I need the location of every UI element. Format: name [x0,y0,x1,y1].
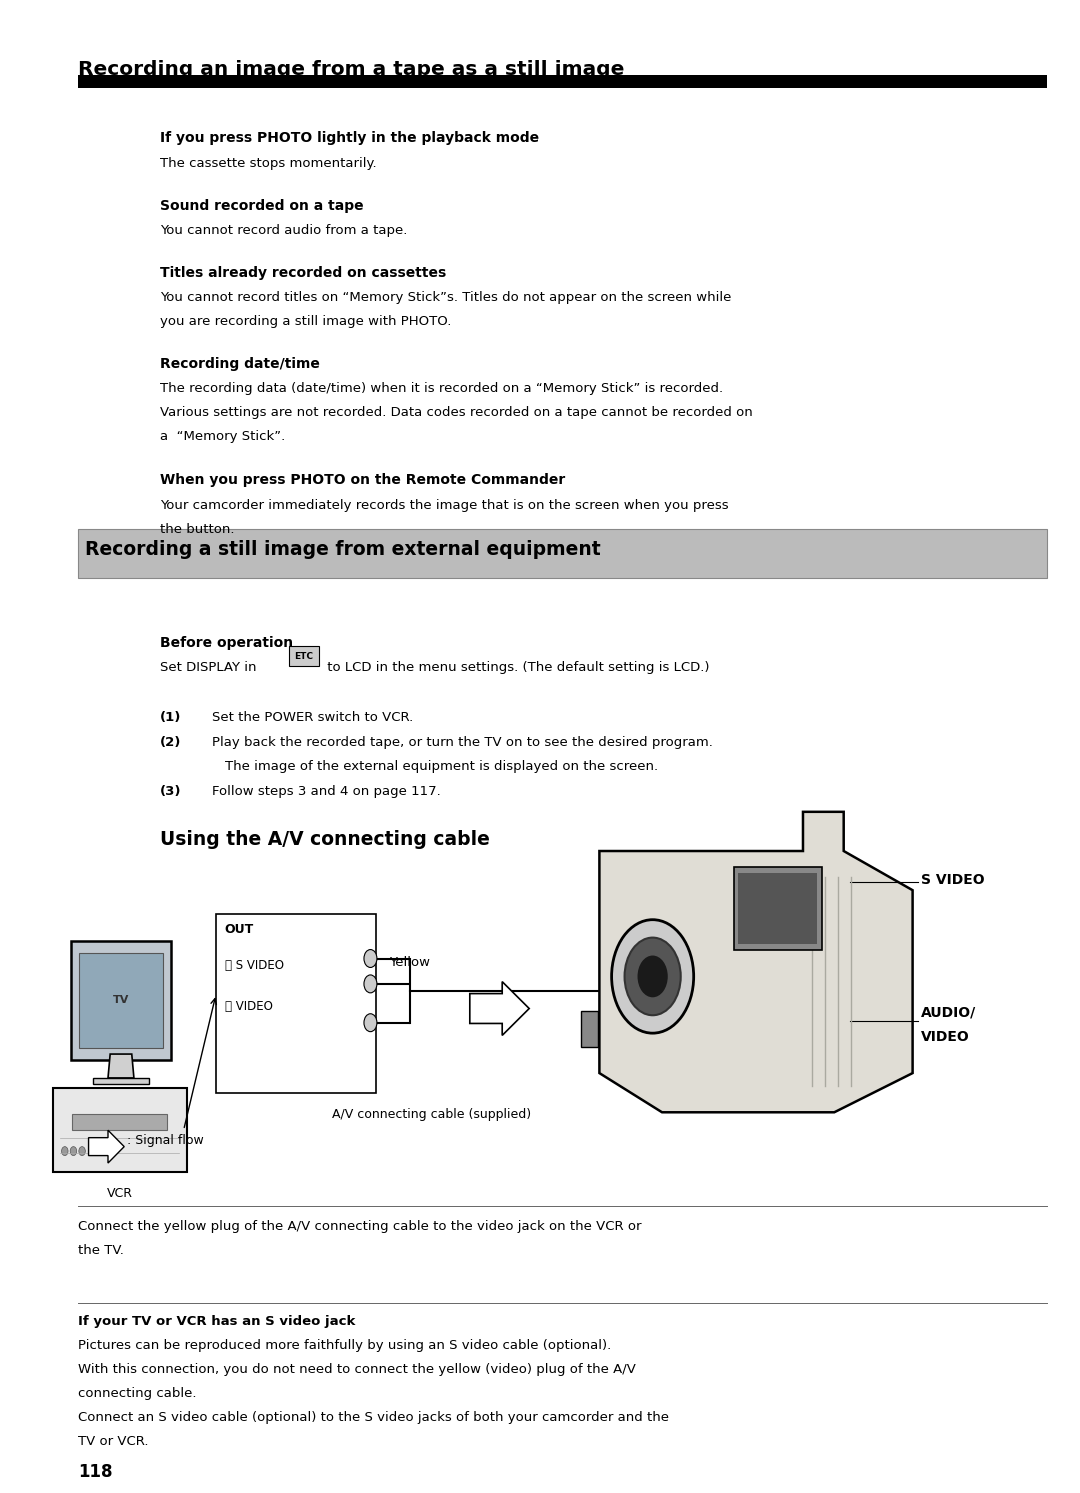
Text: the button.: the button. [160,523,234,536]
Text: Sound recorded on a tape: Sound recorded on a tape [160,199,364,212]
Circle shape [364,1014,377,1032]
Text: The cassette stops momentarily.: The cassette stops momentarily. [160,157,377,170]
Text: Titles already recorded on cassettes: Titles already recorded on cassettes [160,266,446,279]
Text: the TV.: the TV. [78,1244,123,1257]
Text: S VIDEO: S VIDEO [921,873,985,887]
Text: Recording a still image from external equipment: Recording a still image from external eq… [85,540,600,560]
Text: Set DISPLAY in: Set DISPLAY in [160,661,260,675]
FancyBboxPatch shape [53,1088,187,1172]
Text: Connect an S video cable (optional) to the S video jacks of both your camcorder : Connect an S video cable (optional) to t… [78,1411,669,1424]
FancyBboxPatch shape [71,941,171,1060]
Text: ETC: ETC [295,652,313,661]
Bar [78,529,1047,578]
Polygon shape [470,982,529,1036]
Circle shape [624,938,680,1015]
Text: When you press PHOTO on the Remote Commander: When you press PHOTO on the Remote Comma… [160,473,565,487]
Polygon shape [93,1078,149,1084]
FancyBboxPatch shape [80,953,163,1048]
Polygon shape [89,1130,124,1163]
Text: You cannot record audio from a tape.: You cannot record audio from a tape. [160,224,407,237]
Circle shape [70,1147,77,1156]
Circle shape [62,1147,68,1156]
Text: OUT: OUT [225,923,254,936]
Bar [78,75,1047,88]
Bar [739,872,818,945]
Text: Ⓢ S VIDEO: Ⓢ S VIDEO [225,959,284,972]
Text: Your camcorder immediately records the image that is on the screen when you pres: Your camcorder immediately records the i… [160,499,729,512]
Text: a  “Memory Stick”.: a “Memory Stick”. [160,430,285,443]
Text: A/V connecting cable (supplied): A/V connecting cable (supplied) [333,1108,531,1121]
Bar [72,1114,167,1130]
Circle shape [364,975,377,993]
Text: to LCD in the menu settings. (The default setting is LCD.): to LCD in the menu settings. (The defaul… [323,661,710,675]
Text: Play back the recorded tape, or turn the TV on to see the desired program.: Play back the recorded tape, or turn the… [212,736,713,749]
Text: 118: 118 [78,1463,112,1481]
Text: Ⓗ VIDEO: Ⓗ VIDEO [225,1000,272,1014]
Text: : Signal flow: : Signal flow [127,1135,204,1147]
Text: (3): (3) [160,785,181,799]
Text: (1): (1) [160,711,181,724]
Text: Follow steps 3 and 4 on page 117.: Follow steps 3 and 4 on page 117. [212,785,441,799]
Circle shape [79,1147,85,1156]
Text: With this connection, you do not need to connect the yellow (video) plug of the : With this connection, you do not need to… [78,1363,636,1377]
Text: Connect the yellow plug of the A/V connecting cable to the video jack on the VCR: Connect the yellow plug of the A/V conne… [78,1220,642,1233]
Circle shape [637,956,667,997]
Text: AUDIO/: AUDIO/ [921,1006,976,1020]
Text: Various settings are not recorded. Data codes recorded on a tape cannot be recor: Various settings are not recorded. Data … [160,406,753,420]
Bar [581,1011,598,1047]
Bar [216,914,376,1093]
Text: The recording data (date/time) when it is recorded on a “Memory Stick” is record: The recording data (date/time) when it i… [160,382,723,396]
Text: Recording date/time: Recording date/time [160,357,320,370]
Text: Before operation: Before operation [160,636,293,649]
Polygon shape [108,1054,134,1078]
Text: If your TV or VCR has an S video jack: If your TV or VCR has an S video jack [78,1315,355,1329]
Polygon shape [599,812,913,1112]
Text: VIDEO: VIDEO [921,1030,970,1044]
Text: TV or VCR.: TV or VCR. [78,1435,148,1448]
Text: TV: TV [112,996,130,1005]
Text: Recording an image from a tape as a still image: Recording an image from a tape as a stil… [78,60,624,79]
Text: If you press PHOTO lightly in the playback mode: If you press PHOTO lightly in the playba… [160,131,539,145]
Circle shape [611,920,693,1033]
Text: (2): (2) [160,736,181,749]
Text: Set the POWER switch to VCR.: Set the POWER switch to VCR. [212,711,413,724]
Text: The image of the external equipment is displayed on the screen.: The image of the external equipment is d… [225,760,658,773]
Bar [734,866,822,951]
Text: VCR: VCR [107,1187,133,1200]
Bar [289,646,319,666]
Text: you are recording a still image with PHOTO.: you are recording a still image with PHO… [160,315,451,328]
Circle shape [364,950,377,967]
Text: connecting cable.: connecting cable. [78,1387,197,1400]
Text: Using the A/V connecting cable: Using the A/V connecting cable [160,830,489,850]
Text: Pictures can be reproduced more faithfully by using an S video cable (optional).: Pictures can be reproduced more faithful… [78,1339,611,1353]
Text: You cannot record titles on “Memory Stick”s. Titles do not appear on the screen : You cannot record titles on “Memory Stic… [160,291,731,305]
Text: Yellow: Yellow [389,956,430,969]
